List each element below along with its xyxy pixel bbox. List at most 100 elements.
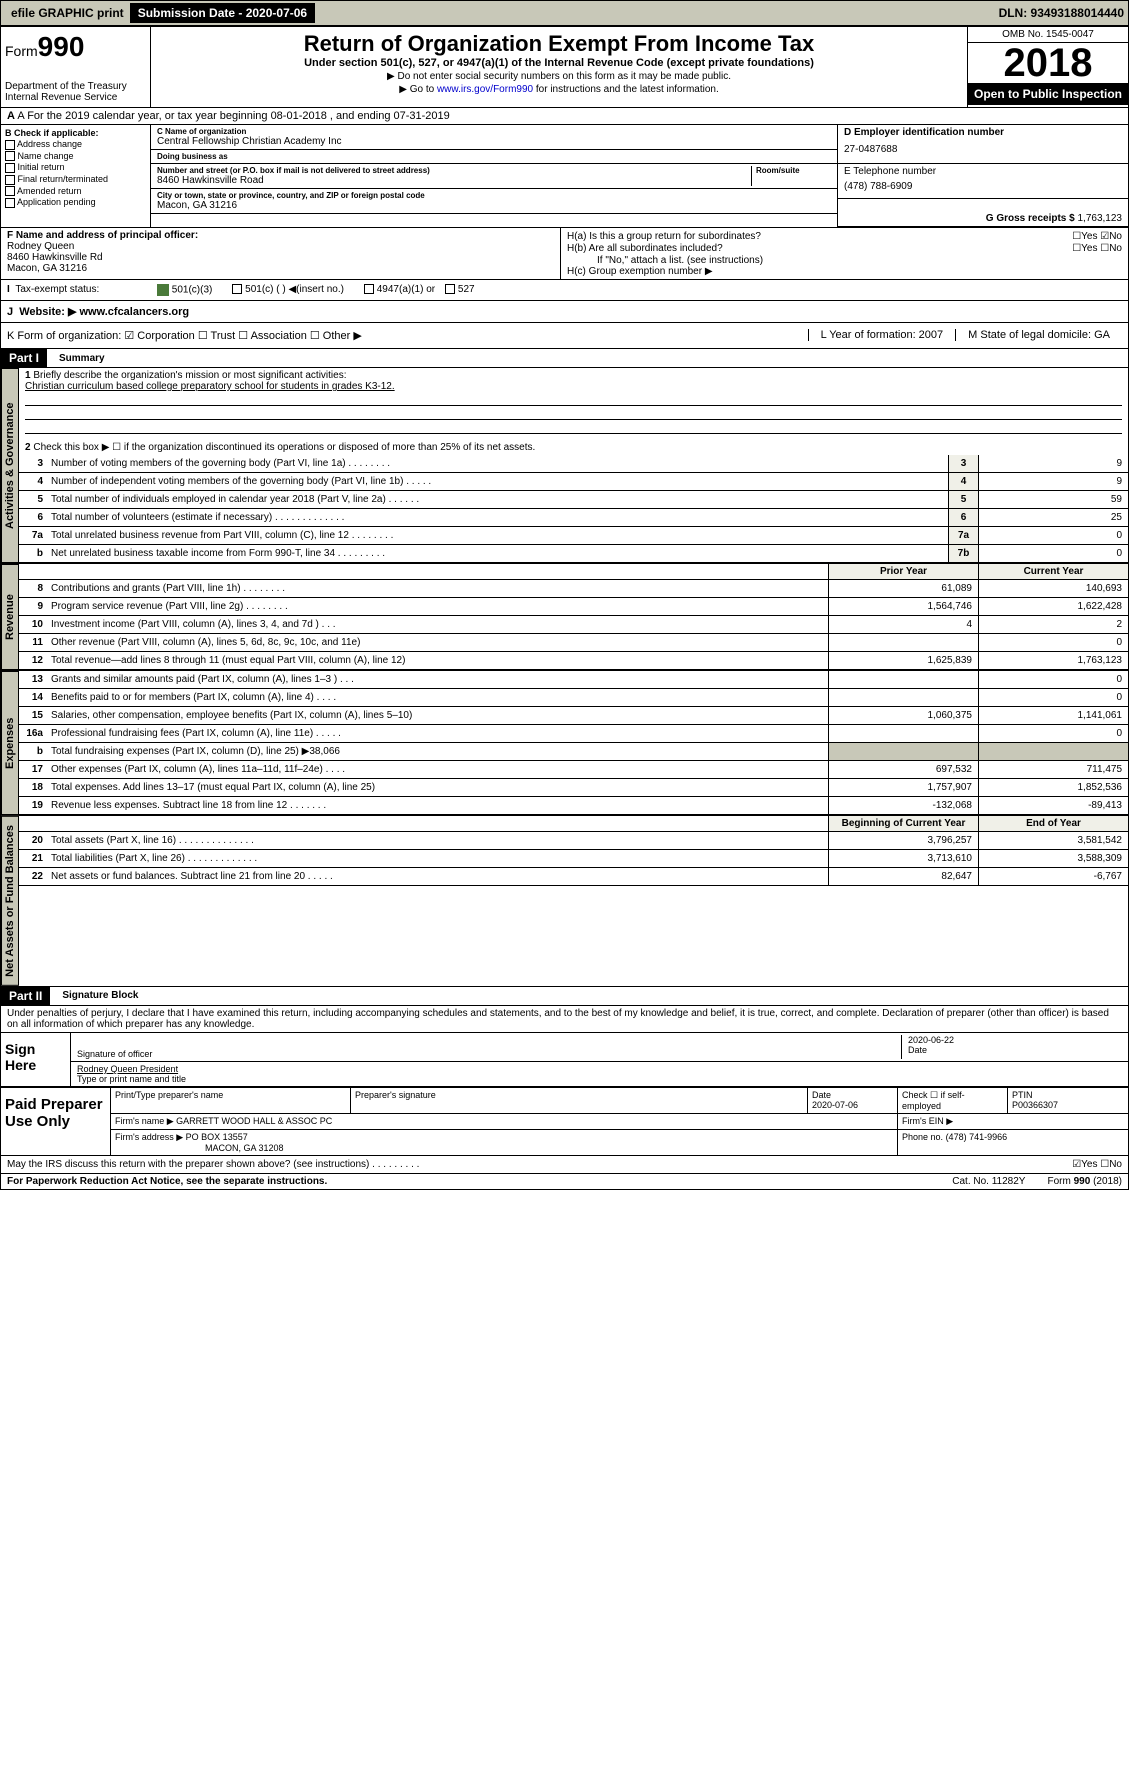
- row-k-form-org: K Form of organization: ☑ Corporation ☐ …: [0, 323, 1129, 349]
- line-13: 13Grants and similar amounts paid (Part …: [19, 671, 1128, 689]
- row-i-tax-status: I Tax-exempt status: 501(c)(3) 501(c) ( …: [0, 280, 1129, 301]
- chk-application-pending[interactable]: Application pending: [5, 197, 146, 208]
- ssn-notice: ▶ Do not enter social security numbers o…: [155, 71, 963, 82]
- irs-link[interactable]: www.irs.gov/Form990: [437, 84, 533, 95]
- form-number: Form990: [5, 31, 146, 63]
- row-j-website: J Website: ▶ www.cfcalancers.org: [0, 301, 1129, 323]
- header-left: Form990 Department of the Treasury Inter…: [1, 27, 151, 107]
- line-b: bNet unrelated business taxable income f…: [19, 545, 1128, 563]
- officer-print-name: Rodney Queen President: [77, 1064, 186, 1074]
- city-block: City or town, state or province, country…: [151, 189, 837, 214]
- line-12: 12Total revenue—add lines 8 through 11 (…: [19, 652, 1128, 670]
- discuss-answer: ☑Yes ☐No: [1072, 1159, 1122, 1170]
- mission-text: Christian curriculum based college prepa…: [25, 381, 1122, 392]
- header-right: OMB No. 1545-0047 2018 Open to Public In…: [968, 27, 1128, 107]
- line-10: 10Investment income (Part VIII, column (…: [19, 616, 1128, 634]
- firm-addr2: MACON, GA 31208: [115, 1143, 284, 1153]
- col-f-officer: F Name and address of principal officer:…: [1, 228, 561, 279]
- name-title-line: Rodney Queen President Type or print nam…: [71, 1062, 1128, 1086]
- line-18: 18Total expenses. Add lines 13–17 (must …: [19, 779, 1128, 797]
- mission-block: 1 Briefly describe the organization's mi…: [19, 368, 1128, 436]
- chk-name-change[interactable]: Name change: [5, 151, 146, 162]
- ein-value: 27-0487688: [844, 138, 1122, 161]
- top-bar: efile GRAPHIC print Submission Date - 20…: [0, 0, 1129, 26]
- firm-addr1: PO BOX 13557: [186, 1132, 248, 1142]
- m-state: M State of legal domicile: GA: [955, 329, 1122, 341]
- chk-501c[interactable]: 501(c) ( ) ◀(insert no.): [232, 284, 344, 296]
- form-subtitle: Under section 501(c), 527, or 4947(a)(1)…: [155, 57, 963, 69]
- tax-year: 2018: [968, 43, 1128, 83]
- address-block: Number and street (or P.O. box if mail i…: [151, 164, 837, 189]
- q2-block: 2 Check this box ▶ ☐ if the organization…: [19, 436, 1128, 455]
- revenue-content: Prior Year Current Year 8Contributions a…: [19, 564, 1128, 670]
- line-21: 21Total liabilities (Part X, line 26) . …: [19, 850, 1128, 868]
- chk-final-return[interactable]: Final return/terminated: [5, 174, 146, 185]
- h-a-answer: ☐Yes ☑No: [1072, 231, 1122, 242]
- street-address: 8460 Hawkinsville Road: [157, 175, 751, 186]
- header-mid: Return of Organization Exempt From Incom…: [151, 27, 968, 107]
- firm-name-row: Firm's name ▶ GARRETT WOOD HALL & ASSOC …: [111, 1114, 1128, 1130]
- form-header: Form990 Department of the Treasury Inter…: [0, 26, 1129, 108]
- tab-expenses: Expenses: [1, 671, 19, 815]
- line-15: 15Salaries, other compensation, employee…: [19, 707, 1128, 725]
- officer-addr2: Macon, GA 31216: [7, 263, 554, 274]
- gross-receipts-block: G Gross receipts $ 1,763,123: [838, 199, 1128, 227]
- chk-amended[interactable]: Amended return: [5, 186, 146, 197]
- k-left: K Form of organization: ☑ Corporation ☐ …: [7, 329, 362, 342]
- line-14: 14Benefits paid to or for members (Part …: [19, 689, 1128, 707]
- form-title: Return of Organization Exempt From Incom…: [155, 31, 963, 57]
- phone-value: (478) 788-6909: [844, 177, 1122, 196]
- line-22: 22Net assets or fund balances. Subtract …: [19, 868, 1128, 886]
- submission-date-btn[interactable]: Submission Date - 2020-07-06: [130, 3, 315, 23]
- governance-content: 1 Briefly describe the organization's mi…: [19, 368, 1128, 563]
- netassets-headers: Beginning of Current Year End of Year: [19, 816, 1128, 832]
- chk-527[interactable]: 527: [445, 284, 474, 296]
- line-6: 6Total number of volunteers (estimate if…: [19, 509, 1128, 527]
- ein-block: D Employer identification number 27-0487…: [838, 125, 1128, 164]
- firm-address-row: Firm's address ▶ PO BOX 13557MACON, GA 3…: [111, 1130, 1128, 1155]
- prep-date: 2020-07-06: [812, 1100, 858, 1110]
- chk-address-change[interactable]: Address change: [5, 139, 146, 150]
- chk-501c3[interactable]: 501(c)(3): [157, 284, 212, 296]
- firm-name: GARRETT WOOD HALL & ASSOC PC: [176, 1116, 332, 1126]
- part2-header: Part II Signature Block: [0, 987, 1129, 1006]
- expenses-content: 13Grants and similar amounts paid (Part …: [19, 671, 1128, 815]
- line-20: 20Total assets (Part X, line 16) . . . .…: [19, 832, 1128, 850]
- line-5: 5Total number of individuals employed in…: [19, 491, 1128, 509]
- declaration: Under penalties of perjury, I declare th…: [0, 1006, 1129, 1033]
- section-b-through-g: B Check if applicable: Address change Na…: [0, 125, 1129, 228]
- discuss-row: May the IRS discuss this return with the…: [0, 1156, 1129, 1174]
- tab-governance: Activities & Governance: [1, 368, 19, 563]
- col-b-checkboxes: B Check if applicable: Address change Na…: [1, 125, 151, 227]
- line-8: 8Contributions and grants (Part VIII, li…: [19, 580, 1128, 598]
- col-c-org-info: C Name of organization Central Fellowshi…: [151, 125, 838, 227]
- l-year: L Year of formation: 2007: [808, 329, 956, 341]
- chk-initial-return[interactable]: Initial return: [5, 162, 146, 173]
- sign-here-label: Sign Here: [1, 1033, 71, 1086]
- org-name-block: C Name of organization Central Fellowshi…: [151, 125, 837, 150]
- self-employed-chk[interactable]: Check ☐ if self-employed: [898, 1088, 1008, 1113]
- chk-4947[interactable]: 4947(a)(1) or: [364, 284, 435, 296]
- efile-label[interactable]: efile GRAPHIC print: [5, 6, 130, 20]
- netassets-grid: Net Assets or Fund Balances Beginning of…: [0, 816, 1129, 987]
- h-b-answer: ☐Yes ☐No: [1072, 243, 1122, 254]
- col-d-e-g: D Employer identification number 27-0487…: [838, 125, 1128, 227]
- line-17: 17Other expenses (Part IX, column (A), l…: [19, 761, 1128, 779]
- netassets-content: Beginning of Current Year End of Year 20…: [19, 816, 1128, 986]
- part1-grid: Activities & Governance 1 Briefly descri…: [0, 368, 1129, 564]
- phone-block: E Telephone number (478) 788-6909: [838, 164, 1128, 199]
- dept-label: Department of the Treasury Internal Reve…: [5, 81, 146, 103]
- firm-phone: (478) 741-9966: [946, 1132, 1008, 1142]
- sign-date: 2020-06-22: [908, 1035, 1122, 1045]
- line-b: bTotal fundraising expenses (Part IX, co…: [19, 743, 1128, 761]
- line-11: 11Other revenue (Part VIII, column (A), …: [19, 634, 1128, 652]
- sign-section: Sign Here Signature of officer 2020-06-2…: [0, 1033, 1129, 1088]
- line-9: 9Program service revenue (Part VIII, lin…: [19, 598, 1128, 616]
- tab-revenue: Revenue: [1, 564, 19, 670]
- line-19: 19Revenue less expenses. Subtract line 1…: [19, 797, 1128, 815]
- paid-preparer-label: Paid Preparer Use Only: [1, 1088, 111, 1155]
- tab-net-assets: Net Assets or Fund Balances: [1, 816, 19, 986]
- ptin: P00366307: [1012, 1100, 1058, 1110]
- officer-addr1: 8460 Hawkinsville Rd: [7, 252, 554, 263]
- footer: For Paperwork Reduction Act Notice, see …: [0, 1174, 1129, 1190]
